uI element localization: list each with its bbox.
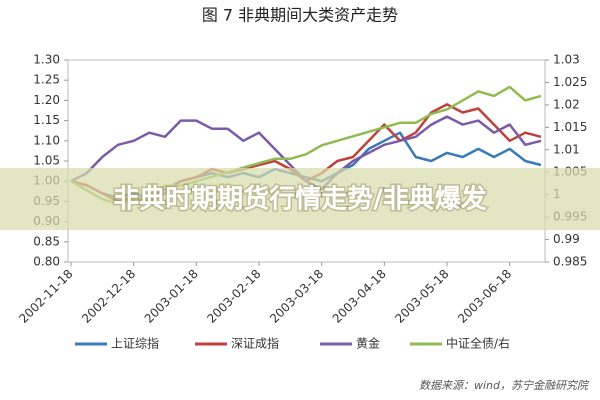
banner-text: 非典时期期货行情走势/非典爆发 xyxy=(113,184,487,215)
y2-tick-label: 1.015 xyxy=(553,120,587,134)
x-tick-label: 2003-01-18 xyxy=(142,267,201,326)
y-tick-label: 1.15 xyxy=(33,113,60,127)
legend-label: 深证成指 xyxy=(231,336,279,351)
legend-label: 黄金 xyxy=(356,336,380,351)
legend-label: 上证综指 xyxy=(111,336,159,351)
x-tick-label: 2002-12-18 xyxy=(79,267,138,326)
y2-tick-label: 1.01 xyxy=(553,142,580,156)
plot-frame xyxy=(67,59,546,263)
y2-tick-label: 0.985 xyxy=(553,255,587,269)
y2-tick-label: 1.02 xyxy=(553,97,580,111)
y2-tick-label: 0.99 xyxy=(553,232,580,246)
y-tick-label: 0.80 xyxy=(33,255,60,269)
x-tick-label: 2003-06-18 xyxy=(455,267,514,326)
x-tick-label: 2002-11-18 xyxy=(16,267,75,326)
y-tick-label: 1.30 xyxy=(33,53,60,67)
y2-tick-label: 1.03 xyxy=(553,53,580,67)
x-tick-label: 2003-04-18 xyxy=(330,267,389,326)
y-tick-label: 1.05 xyxy=(33,154,60,168)
x-tick-label: 2003-05-18 xyxy=(392,267,451,326)
legend-label: 中证全债/右 xyxy=(446,336,510,351)
x-tick-label: 2003-02-18 xyxy=(204,267,263,326)
y-tick-label: 1.20 xyxy=(33,93,60,107)
y-tick-label: 0.85 xyxy=(33,234,60,248)
y-tick-label: 1.25 xyxy=(33,73,60,87)
source: 数据来源：wind，苏宁金融研究院 xyxy=(419,379,590,392)
x-tick-label: 2003-03-18 xyxy=(267,267,326,326)
y-tick-label: 1.10 xyxy=(33,133,60,147)
y2-tick-label: 1.025 xyxy=(553,75,587,89)
chart-title: 图 7 非典期间大类资产走势 xyxy=(202,6,398,25)
banner-band xyxy=(0,168,600,230)
